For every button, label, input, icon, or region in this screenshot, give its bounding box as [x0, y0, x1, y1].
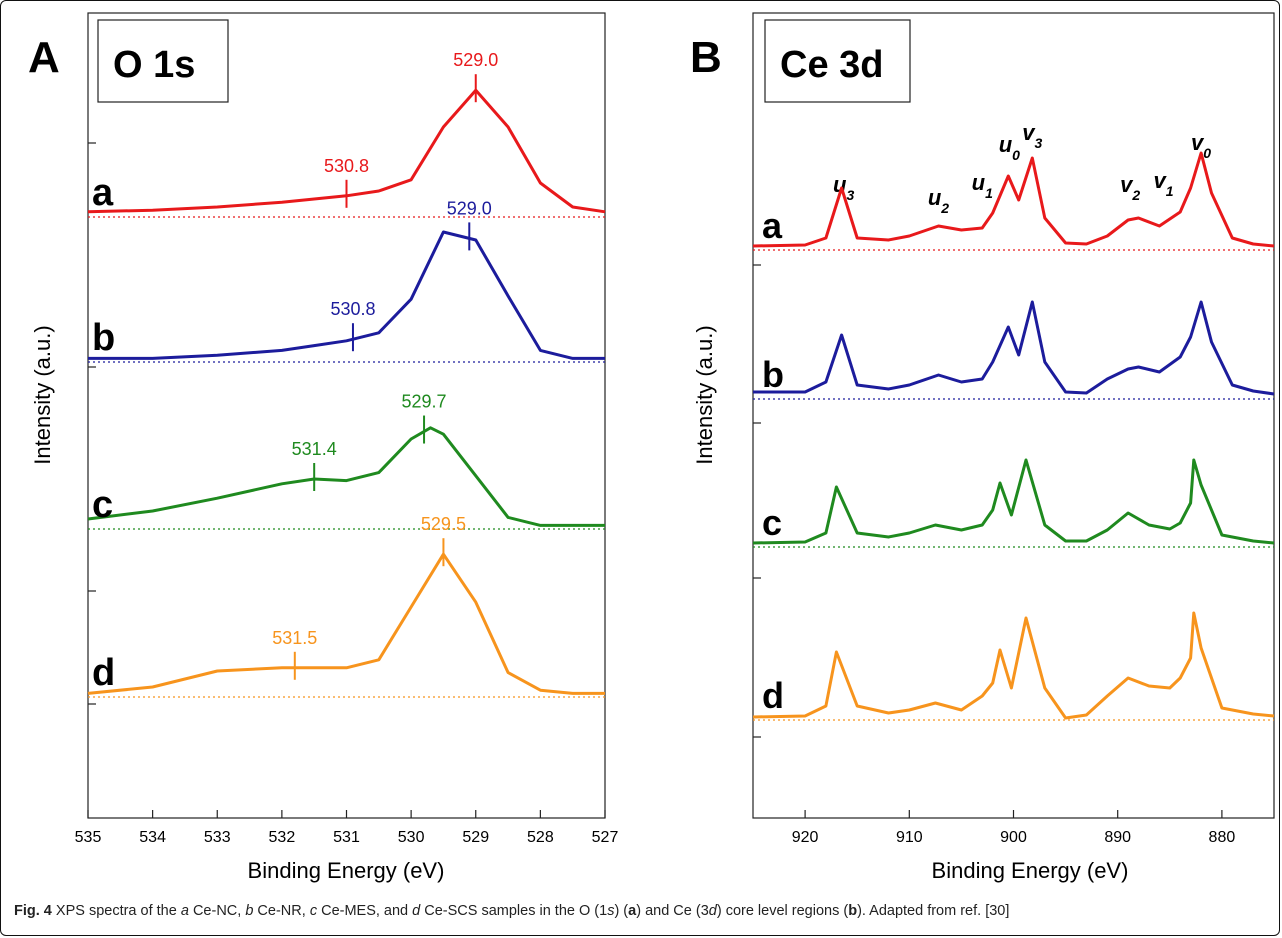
series-a-label: a	[92, 172, 114, 214]
panel-b-x-axis-label: Binding Energy (eV)	[932, 858, 1129, 883]
x-tick-label: 890	[1104, 829, 1131, 846]
peak-letter: u1	[972, 170, 993, 201]
panel-b-y-axis-label: Intensity (a.u.)	[692, 325, 717, 464]
peak-letter-main: u	[999, 132, 1013, 157]
panel-a-title-box	[97, 19, 229, 103]
caption-italic: d	[708, 903, 717, 919]
x-tick-label: 531	[333, 829, 360, 846]
peak-letter-main: v	[1120, 172, 1134, 197]
series-d-line	[87, 552, 605, 695]
xps-figure: A O 1s Binding Energy (eV) Intensity (a.…	[28, 12, 1275, 883]
peak-letter-main: u	[928, 185, 942, 210]
x-tick-label: 910	[896, 829, 923, 846]
panel-b-label: B	[690, 33, 722, 82]
series-c-line	[87, 426, 605, 527]
panel-b-title-box	[764, 19, 911, 103]
series-b-label: b	[762, 354, 784, 395]
panel-b-title: Ce 3d	[780, 44, 883, 86]
x-tick-label: 533	[204, 829, 231, 846]
peak-label: 531.4	[292, 439, 337, 459]
panel-a-y-axis-label: Intensity (a.u.)	[30, 325, 55, 464]
x-tick-label: 920	[792, 829, 819, 846]
caption-text: Ce-NR,	[253, 903, 310, 919]
caption-italic: s	[607, 903, 615, 919]
caption-text: XPS spectra of the	[51, 903, 181, 919]
peak-label: 529.0	[453, 50, 498, 70]
x-tick-label: 880	[1209, 829, 1236, 846]
caption-fig-label: Fig. 4	[14, 903, 52, 919]
peak-letter-main: u	[972, 170, 986, 195]
series-d-label: d	[762, 675, 784, 716]
peak-letter-main: v	[1022, 120, 1036, 145]
panel-a-x-axis-label: Binding Energy (eV)	[248, 858, 445, 883]
caption-text: ). Adapted from ref. [30]	[857, 903, 1010, 919]
series-a-label: a	[762, 205, 783, 246]
caption-text: ) (	[614, 903, 629, 919]
series-a-line	[87, 88, 606, 214]
caption-italic: b	[245, 903, 254, 919]
series-a-line	[752, 151, 1275, 248]
peak-letter: v0	[1191, 130, 1211, 161]
peak-letter: v1	[1154, 168, 1174, 199]
peak-letter-main: v	[1191, 130, 1205, 155]
peak-letter-sub: 0	[1203, 145, 1211, 161]
peak-letter: u2	[928, 185, 949, 216]
peak-letter-main: v	[1154, 168, 1168, 193]
x-tick-label: 528	[527, 829, 554, 846]
caption-text: Ce-NC,	[188, 903, 246, 919]
caption-text: ) core level regions (	[716, 903, 849, 919]
panel-b: B Ce 3d Binding Energy (eV) Intensity (a…	[690, 12, 1275, 883]
peak-letter-sub: 1	[1166, 183, 1174, 199]
peak-letter-sub: 0	[1012, 147, 1020, 163]
peak-letter-sub: 3	[1034, 135, 1042, 151]
series-b-line	[88, 230, 605, 360]
panel-a-label: A	[28, 33, 60, 82]
peak-letter-sub: 1	[985, 185, 993, 201]
caption-text: ) and Ce (3	[636, 903, 709, 919]
x-tick-label: 527	[592, 829, 619, 846]
peak-label: 529.5	[421, 514, 466, 534]
x-tick-label: 529	[462, 829, 489, 846]
series-c-label: c	[92, 484, 113, 526]
series-c-label: c	[762, 502, 782, 543]
caption-italic: c	[309, 903, 318, 919]
x-tick-label: 535	[75, 829, 102, 846]
peak-letter-sub: 2	[1131, 187, 1140, 203]
x-tick-label: 534	[139, 829, 166, 846]
panel-a-plot-area	[87, 12, 606, 819]
caption-text: Ce-MES, and	[317, 903, 413, 919]
peak-label: 530.8	[330, 299, 375, 319]
peak-label: 529.7	[402, 392, 447, 412]
caption-italic: d	[412, 903, 421, 919]
x-tick-label: 530	[398, 829, 425, 846]
caption-text: Ce-SCS samples in the O (1	[420, 903, 608, 919]
caption-bold: b	[848, 903, 858, 919]
panel-a: A O 1s Binding Energy (eV) Intensity (a.…	[28, 12, 619, 883]
series-d-label: d	[92, 652, 115, 694]
figure-caption: Fig. 4 XPS spectra of the a Ce-NC, b Ce-…	[14, 903, 1276, 919]
x-tick-label: 532	[269, 829, 296, 846]
x-tick-label: 900	[1000, 829, 1027, 846]
peak-letter-sub: 2	[940, 200, 949, 216]
peak-letter-sub: 3	[846, 187, 854, 203]
series-b-label: b	[92, 317, 115, 359]
peak-label: 529.0	[447, 198, 492, 218]
peak-label: 531.5	[272, 628, 317, 648]
caption-italic: a	[180, 903, 189, 919]
series-d-line	[752, 611, 1275, 720]
peak-letter: v2	[1120, 172, 1140, 203]
peak-letter: u0	[999, 132, 1020, 163]
peak-letter: v3	[1022, 120, 1042, 151]
series-c-line	[752, 458, 1275, 545]
caption-bold: a	[628, 903, 637, 919]
series-b-line	[753, 300, 1275, 396]
peak-label: 530.8	[324, 156, 369, 176]
panel-a-title: O 1s	[113, 44, 195, 86]
